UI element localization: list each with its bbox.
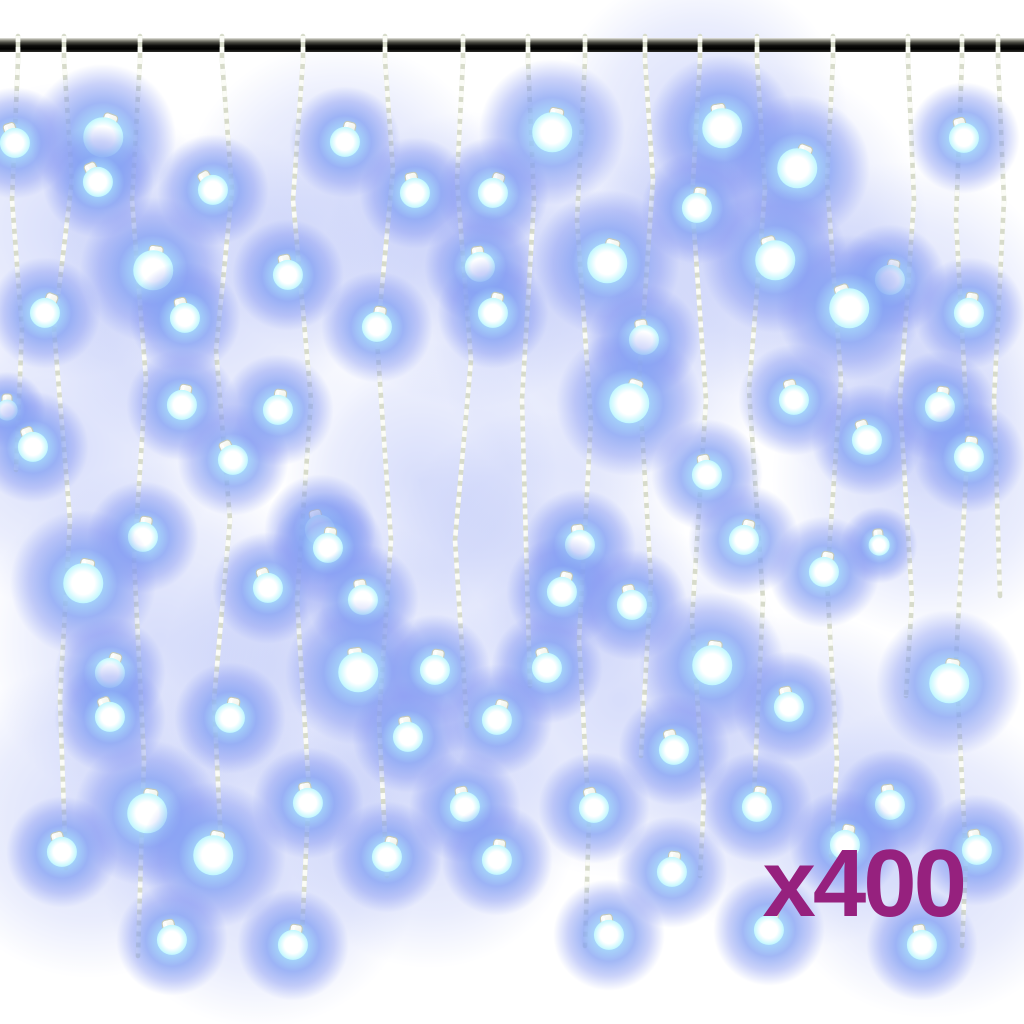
light-strand-wire (824, 36, 844, 857)
light-strand-wire (452, 36, 474, 727)
support-rod (0, 38, 1024, 52)
light-strand-wire (211, 36, 235, 867)
bulb-count-label: x400 (762, 830, 967, 937)
light-strand-wire (897, 36, 917, 697)
light-strand-wire (636, 33, 656, 759)
light-strand-wire (953, 36, 971, 947)
light-strand-wire (574, 36, 594, 947)
light-strand-wire (689, 36, 709, 877)
light-strand-wire (519, 36, 537, 687)
light-strand-wire (9, 33, 25, 473)
light-strand-wire (374, 36, 396, 877)
light-strand-wire (290, 36, 314, 954)
light-strand-wire (51, 36, 75, 869)
